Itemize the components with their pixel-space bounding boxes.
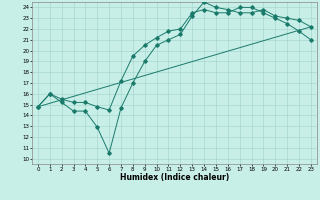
X-axis label: Humidex (Indice chaleur): Humidex (Indice chaleur) bbox=[120, 173, 229, 182]
